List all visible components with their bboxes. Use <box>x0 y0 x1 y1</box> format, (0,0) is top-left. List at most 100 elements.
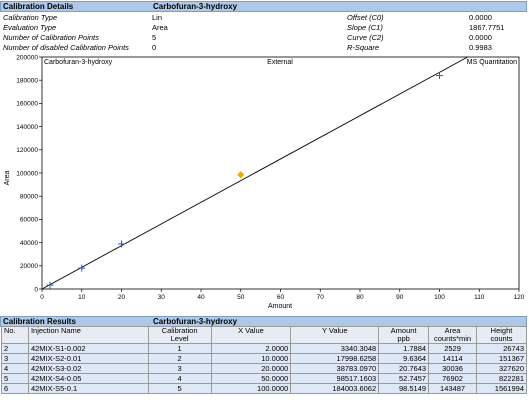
details-title: Calibration Details <box>3 2 74 11</box>
detail-label: Curve (C2) <box>347 33 384 42</box>
cell-injection-name: 42MIX-S2-0.01 <box>27 353 149 364</box>
y-tick-label: 20000 <box>20 263 38 270</box>
cell-area: 14114 <box>428 353 478 364</box>
cell-y-value: 38783.0970 <box>290 363 380 374</box>
cell-x-value: 10.0000 <box>210 353 292 364</box>
calibration-point <box>46 281 54 289</box>
calibration-points <box>46 72 443 289</box>
x-tick-label: 10 <box>78 294 86 301</box>
chart-title: Carbofuran-3-hydroxy <box>44 59 113 66</box>
table-row[interactable]: 3 42MIX-S2-0.01 2 10.0000 17998.6258 9.6… <box>1 353 527 364</box>
table-row[interactable]: 2 42MIX-S1-0.002 1 2.0000 3340.3048 1.78… <box>1 343 527 354</box>
calibration-point <box>118 240 125 248</box>
detail-label: Offset (C0) <box>347 13 384 22</box>
x-tick-label: 40 <box>197 294 205 301</box>
x-tick-label: 90 <box>396 294 404 301</box>
detail-value: 1867.7751 <box>469 23 505 32</box>
column-header: Calibration Level <box>147 326 212 344</box>
x-tick-label: 110 <box>474 294 485 301</box>
calibration-point-disabled <box>237 171 245 179</box>
details-compound: Carbofuran-3-hydroxy <box>153 2 238 11</box>
cell-y-value: 17998.6258 <box>290 353 380 364</box>
detail-label: Calibration Type <box>3 13 58 22</box>
column-header: Height counts <box>476 326 527 344</box>
chart-corner-label: MS Quantitation <box>467 59 517 66</box>
cell-level: 5 <box>147 383 212 394</box>
y-tick-label: 100000 <box>16 170 38 177</box>
cell-y-value: 3340.3048 <box>290 343 380 354</box>
calibration-point <box>436 72 443 80</box>
x-tick-label: 70 <box>317 294 325 301</box>
x-tick-label: 50 <box>237 294 245 301</box>
detail-label: Evaluation Type <box>3 23 57 32</box>
x-tick-label: 120 <box>514 294 525 301</box>
detail-value: 0.0000 <box>469 33 492 42</box>
cell-amount: 98.5149 <box>378 383 430 394</box>
x-tick-label: 80 <box>356 294 364 301</box>
x-tick-label: 30 <box>158 294 166 301</box>
cell-injection-name: 42MIX-S1-0.002 <box>27 343 149 354</box>
cell-injection-name: 42MIX-S5-0.1 <box>27 383 149 394</box>
cell-area: 76902 <box>428 373 478 384</box>
cell-level: 1 <box>147 343 212 354</box>
y-tick-label: 60000 <box>20 217 38 224</box>
detail-value: Lin <box>152 13 163 22</box>
table-row[interactable]: 4 42MIX-S3-0.02 3 20.0000 38783.0970 20.… <box>1 363 527 374</box>
calibration-details-header: Calibration Details Carbofuran-3-hydroxy <box>0 1 527 12</box>
cell-y-value: 184003.6062 <box>290 383 380 394</box>
column-header: No. <box>1 326 29 344</box>
table-row[interactable]: 5 42MIX-S4-0.05 4 50.0000 98517.1603 52.… <box>1 373 527 384</box>
cell-no: 3 <box>1 353 29 364</box>
cell-amount: 9.6364 <box>378 353 430 364</box>
cell-x-value: 100.0000 <box>210 383 292 394</box>
detail-value: 0 <box>152 43 157 52</box>
cell-amount: 52.7457 <box>378 373 430 384</box>
cell-x-value: 2.0000 <box>210 343 292 354</box>
cell-injection-name: 42MIX-S3-0.02 <box>27 363 149 374</box>
cell-y-value: 98517.1603 <box>290 373 380 384</box>
x-tick-label: 60 <box>277 294 285 301</box>
detail-value: 0.9983 <box>469 43 492 52</box>
column-header: Area counts*min <box>428 326 478 344</box>
table-row[interactable]: 6 42MIX-S5-0.1 5 100.0000 184003.6062 98… <box>1 383 527 394</box>
plot-frame <box>41 56 520 290</box>
x-tick-label: 100 <box>434 294 445 301</box>
cell-level: 3 <box>147 363 212 374</box>
y-tick-label: 140000 <box>16 124 38 131</box>
y-axis-label: Area <box>4 171 11 186</box>
cell-height: 327620 <box>476 363 527 374</box>
calibration-results-table: No. Injection Name Calibration Level X Va… <box>1 326 527 394</box>
y-tick-label: 40000 <box>20 240 38 247</box>
cell-amount: 1.7884 <box>378 343 430 354</box>
y-tick-label: 120000 <box>16 147 38 154</box>
detail-label: R-Square <box>347 43 380 52</box>
calibration-point <box>78 264 86 272</box>
y-tick-label: 160000 <box>16 101 38 108</box>
cell-area: 2529 <box>428 343 478 354</box>
cell-no: 4 <box>1 363 29 374</box>
y-tick-label: 200000 <box>16 55 38 61</box>
calibration-chart: 0 20000 40000 60000 80000 100000 120000 140000 1… <box>4 55 525 310</box>
detail-value: 5 <box>152 33 157 42</box>
x-tick-label: 0 <box>40 294 44 301</box>
cell-x-value: 50.0000 <box>210 373 292 384</box>
y-tick-label: 80000 <box>20 194 38 201</box>
x-tick-label: 20 <box>118 294 126 301</box>
cell-height: 26743 <box>476 343 527 354</box>
results-title: Calibration Results <box>3 317 76 326</box>
results-compound: Carbofuran-3-hydroxy <box>153 317 238 326</box>
calibration-fit-line <box>41 56 468 290</box>
column-header: X Value <box>210 326 292 344</box>
cell-amount: 20.7643 <box>378 363 430 374</box>
cell-area: 143487 <box>428 383 478 394</box>
column-header: Y Value <box>290 326 380 344</box>
detail-label: Number of disabled Calibration Points <box>3 43 129 52</box>
x-axis: 0 10 20 30 40 50 60 70 80 90 100 110 120 <box>40 289 525 301</box>
detail-label: Slope (C1) <box>347 23 383 32</box>
y-axis: 0 20000 40000 60000 80000 100000 120000 140000 1… <box>16 55 42 293</box>
cell-level: 2 <box>147 353 212 364</box>
cell-no: 5 <box>1 373 29 384</box>
column-header: Injection Name <box>27 326 149 344</box>
detail-value: Area <box>152 23 168 32</box>
cell-no: 6 <box>1 383 29 394</box>
